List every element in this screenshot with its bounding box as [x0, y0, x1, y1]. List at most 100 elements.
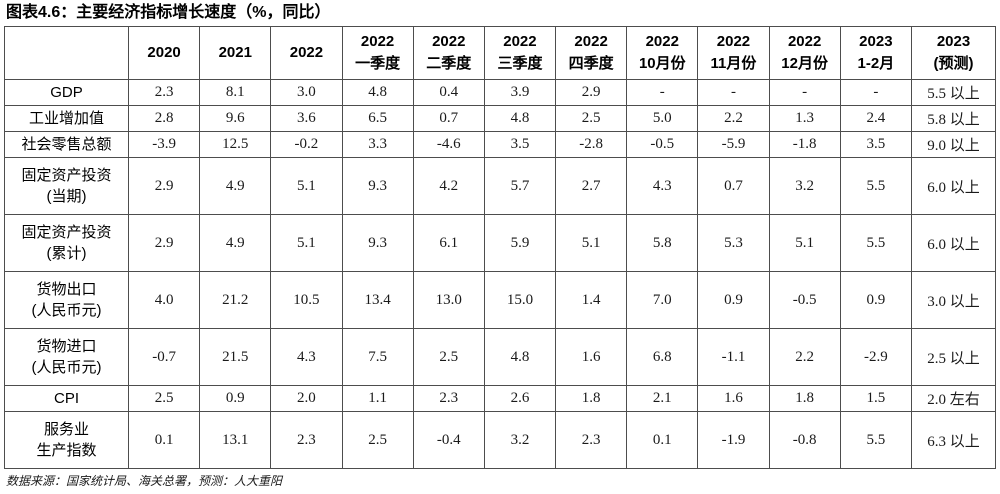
cell-r2-c3: 3.3	[341, 131, 414, 158]
header-row: 2020 2021 2022 2022 一季度 2022 二季度 2022 三季度 2022 四季度…	[4, 26, 996, 80]
column-header-2: 2021	[199, 26, 272, 80]
cell-r7-c11: 2.0 左右	[911, 385, 996, 412]
table-row-2: 社会零售总额 -3.9 12.5 -0.2 3.3 -4.6 3.5 -2.8 -0.5 -5.9…	[4, 131, 996, 158]
cell-r8-c6: 2.3	[555, 411, 628, 469]
cell-r3-c0: 2.9	[127, 157, 201, 215]
cell-r6-c2: 4.3	[270, 328, 343, 386]
table-row-8: 服务业 生产指数 0.1 13.1 2.3 2.5 -0.4 3.2 2.3 0.1 -1.9 -0.…	[4, 411, 996, 469]
column-header-5: 2022 二季度	[412, 26, 485, 80]
cell-r3-c5: 5.7	[483, 157, 557, 215]
column-header-line: 1-2月	[857, 55, 895, 72]
cell-r1-c7: 5.0	[626, 105, 699, 132]
row-label-line: (累计)	[46, 245, 87, 262]
cell-r6-c8: -1.1	[697, 328, 770, 386]
cell-r3-c2: 5.1	[270, 157, 343, 215]
column-header-line: 二季度	[426, 55, 472, 72]
cell-r4-c2: 5.1	[270, 214, 343, 272]
cell-r7-c1: 0.9	[199, 385, 272, 412]
cell-r1-c2: 3.6	[270, 105, 343, 132]
table-row-4: 固定资产投资 (累计) 2.9 4.9 5.1 9.3 6.1 5.9 5.1 5.8 5.3 5.1…	[4, 214, 996, 272]
row-label-line: (当期)	[46, 188, 87, 205]
cell-r2-c9: -1.8	[768, 131, 841, 158]
column-header-3: 2022	[270, 26, 343, 80]
row-label-line: CPI	[53, 390, 79, 407]
cell-r4-c7: 5.8	[626, 214, 699, 272]
table-header: 2020 2021 2022 2022 一季度 2022 二季度 2022 三季度 2022 四季度…	[4, 26, 996, 80]
cell-r4-c0: 2.9	[127, 214, 201, 272]
cell-r2-c1: 12.5	[199, 131, 272, 158]
cell-r0-c7: -	[626, 79, 699, 106]
row-label: GDP	[4, 79, 129, 106]
cell-r0-c2: 3.0	[270, 79, 343, 106]
cell-r0-c10: -	[839, 79, 913, 106]
cell-r7-c9: 1.8	[768, 385, 841, 412]
row-label-line: GDP	[50, 84, 83, 101]
cell-r5-c10: 0.9	[839, 271, 913, 329]
cell-r2-c4: -4.6	[412, 131, 485, 158]
cell-r8-c8: -1.9	[697, 411, 770, 469]
cell-r3-c7: 4.3	[626, 157, 699, 215]
column-header-11: 2023 1-2月	[839, 26, 913, 80]
cell-r4-c3: 9.3	[341, 214, 414, 272]
cell-r4-c9: 5.1	[768, 214, 841, 272]
cell-r6-c10: -2.9	[839, 328, 913, 386]
cell-r5-c6: 1.4	[555, 271, 628, 329]
cell-r5-c7: 7.0	[626, 271, 699, 329]
cell-r0-c4: 0.4	[412, 79, 485, 106]
economic-indicators-table: 2020 2021 2022 2022 一季度 2022 二季度 2022 三季度 2022 四季度…	[4, 26, 996, 469]
cell-r6-c3: 7.5	[341, 328, 414, 386]
column-header-8: 2022 10月份	[626, 26, 699, 80]
row-label: 货物进口 (人民币元)	[4, 328, 129, 386]
cell-r2-c7: -0.5	[626, 131, 699, 158]
cell-r4-c6: 5.1	[555, 214, 628, 272]
cell-r5-c8: 0.9	[697, 271, 770, 329]
column-header-line: 2022	[787, 33, 822, 50]
cell-r1-c11: 5.8 以上	[911, 105, 996, 132]
cell-r6-c1: 21.5	[199, 328, 272, 386]
cell-r4-c10: 5.5	[839, 214, 913, 272]
column-header-line: 12月份	[781, 55, 828, 72]
column-header-4: 2022 一季度	[341, 26, 414, 80]
cell-r5-c4: 13.0	[412, 271, 485, 329]
row-label: 工业增加值	[4, 105, 129, 132]
cell-r8-c3: 2.5	[341, 411, 414, 469]
row-label-line: 服务业	[43, 421, 89, 438]
row-label: 社会零售总额	[4, 131, 129, 158]
cell-r1-c9: 1.3	[768, 105, 841, 132]
cell-r0-c8: -	[697, 79, 770, 106]
cell-r8-c11: 6.3 以上	[911, 411, 996, 469]
cell-r5-c1: 21.2	[199, 271, 272, 329]
cell-r5-c5: 15.0	[483, 271, 557, 329]
cell-r2-c5: 3.5	[483, 131, 557, 158]
column-header-line: 11月份	[710, 55, 757, 72]
table-row-7: CPI 2.5 0.9 2.0 1.1 2.3 2.6 1.8 2.1 1.6 1.8 1.5 2.0 …	[4, 385, 996, 412]
row-label-line: (人民币元)	[31, 359, 102, 376]
cell-r0-c0: 2.3	[127, 79, 201, 106]
row-label: 服务业 生产指数	[4, 411, 129, 469]
cell-r3-c9: 3.2	[768, 157, 841, 215]
cell-r8-c2: 2.3	[270, 411, 343, 469]
table-row-0: GDP 2.3 8.1 3.0 4.8 0.4 3.9 2.9- - - -5.5 以上	[4, 79, 996, 106]
cell-r4-c5: 5.9	[483, 214, 557, 272]
column-header-line: 四季度	[568, 55, 614, 72]
column-header-line: 2022	[432, 33, 466, 50]
row-label-line: 货物进口	[36, 338, 97, 355]
row-label: 固定资产投资 (当期)	[4, 157, 129, 215]
cell-r1-c0: 2.8	[127, 105, 201, 132]
cell-r7-c5: 2.6	[483, 385, 557, 412]
cell-r6-c11: 2.5 以上	[911, 328, 996, 386]
column-header-line: 2022	[574, 33, 608, 50]
cell-r6-c0: -0.7	[127, 328, 201, 386]
cell-r1-c3: 6.5	[341, 105, 414, 132]
cell-r7-c2: 2.0	[270, 385, 343, 412]
column-header-line: 2022	[503, 33, 537, 50]
column-header-6: 2022 三季度	[483, 26, 557, 80]
cell-r6-c7: 6.8	[626, 328, 699, 386]
figure-title: 图表4.6：主要经济指标增长速度（%，同比）	[6, 4, 331, 21]
cell-r8-c1: 13.1	[199, 411, 272, 469]
cell-r7-c10: 1.5	[839, 385, 913, 412]
cell-r1-c8: 2.2	[697, 105, 770, 132]
cell-r4-c1: 4.9	[199, 214, 272, 272]
table-row-6: 货物进口 (人民币元) -0.7 21.5 4.3 7.5 2.5 4.8 1.6 6.8 -1.1…	[4, 328, 996, 386]
